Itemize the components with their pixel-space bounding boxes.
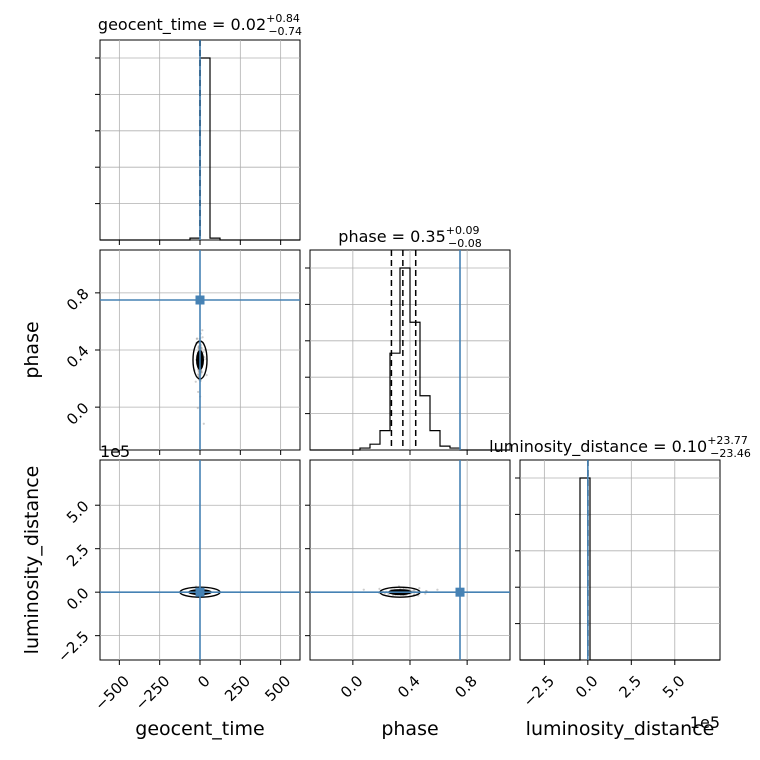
- x-tick-label: 2.5: [615, 672, 645, 702]
- x-tick-label: 500: [261, 672, 294, 705]
- histogram-panel-phase: [305, 249, 511, 455]
- x-tick-label: −250: [132, 672, 174, 714]
- x-tick-label: 0.8: [451, 672, 481, 702]
- x-tick-label: 250: [221, 672, 254, 705]
- scatter-point: [378, 587, 381, 590]
- x-tick-label: −2.5: [520, 672, 558, 710]
- truth-marker: [195, 587, 205, 597]
- scatter-point: [196, 406, 199, 410]
- y-tick-label: 0.0: [63, 399, 93, 429]
- y-tick-label: 5.0: [63, 497, 93, 527]
- scatter-panel-phase-vs-luminosity_distance: 0.0 0.4 0.8: [305, 459, 511, 702]
- scatter-point: [194, 380, 197, 383]
- scatter-point: [387, 593, 390, 596]
- y-tick-label: 0.8: [63, 285, 93, 315]
- y-tick-label: −2.5: [54, 628, 92, 666]
- y-axis-offset-text: 1e5: [100, 442, 130, 461]
- x-tick-label: 0.0: [337, 672, 367, 702]
- truth-marker: [195, 295, 205, 305]
- x-tick-label: −500: [91, 672, 133, 714]
- x-tick-label: 5.0: [659, 672, 689, 702]
- scatter-point: [205, 374, 208, 377]
- panel-title-phase: phase = 0.35+0.09 −0.08: [338, 224, 481, 250]
- panel-title-luminosity_distance: luminosity_distance = 0.10+23.77 −23.46: [489, 434, 751, 460]
- x-tick-label: 0.4: [394, 672, 424, 702]
- scatter-point: [418, 587, 421, 590]
- scatter-point: [197, 390, 200, 394]
- histogram-panel-geocent_time: [95, 39, 301, 245]
- scatter-point: [196, 337, 199, 340]
- y-axis-label-phase: phase: [21, 321, 43, 378]
- scatter-panel-geocent_time-vs-phase: 0.0 0.4 0.8: [63, 249, 301, 455]
- scatter-point: [203, 356, 206, 359]
- y-tick-label: 0.4: [63, 342, 93, 372]
- scatter-point: [201, 336, 204, 339]
- panel-title-geocent_time: geocent_time = 0.02+0.84 −0.74: [98, 12, 302, 38]
- scatter-point: [412, 589, 416, 592]
- y-tick-label: 0.0: [63, 584, 93, 614]
- x-axis-offset-text: 1e5: [690, 713, 720, 732]
- y-axis-label-luminosity-distance: luminosity_distance: [21, 466, 43, 655]
- scatter-point: [201, 329, 204, 332]
- scatter-panel-geocent_time-vs-luminosity_distance: −500−250 0 250 500 −2.5 0.0 2.5 5.0: [54, 459, 301, 714]
- scatter-point: [436, 588, 439, 591]
- x-tick-label: 0.0: [572, 672, 602, 702]
- axes-frame: [519, 459, 721, 661]
- truth-marker: [455, 587, 465, 597]
- scatter-point: [202, 422, 205, 425]
- histogram-step: [520, 477, 720, 661]
- scatter-point: [362, 588, 365, 591]
- y-tick-label: 2.5: [63, 541, 93, 571]
- histogram-panel-luminosity_distance: −2.5 0.0 2.5 5.0: [515, 459, 721, 711]
- x-axis-label-geocent-time: geocent_time: [135, 718, 264, 740]
- scatter-point: [424, 592, 427, 595]
- scatter-point: [202, 350, 205, 354]
- x-tick-label: 0: [194, 672, 213, 691]
- x-axis-label-phase: phase: [381, 718, 438, 740]
- x-axis-label-luminosity-distance: luminosity_distance: [526, 718, 715, 740]
